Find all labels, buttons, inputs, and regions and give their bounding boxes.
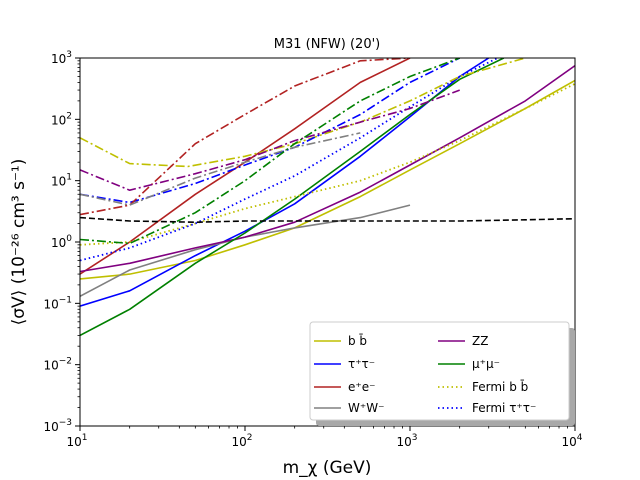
y-tick-base: 10 <box>51 52 66 66</box>
y-tick-label: 101 <box>51 173 72 189</box>
x-tick-label: 103 <box>396 433 417 449</box>
y-tick-label: 10−1 <box>43 295 72 311</box>
x-tick-label: 104 <box>561 433 582 449</box>
series-line-bb <box>80 79 575 280</box>
y-tick-label: 102 <box>51 111 72 127</box>
y-tick-base: 10 <box>43 420 58 434</box>
y-tick-label: 10−3 <box>43 418 72 434</box>
x-tick-exp: 4 <box>577 433 583 443</box>
x-axis-label: m_χ (GeV) <box>283 458 372 478</box>
x-tick-base: 10 <box>231 435 246 449</box>
series-line-ee_dashdot <box>80 58 411 216</box>
legend: b b̄ τ⁺τ⁻ e⁺e⁻ W⁺W⁻ ZZ μ⁺μ⁻ Fermi b b̄ Fermi τ⁺… <box>309 321 575 426</box>
x-tick-label: 101 <box>66 433 87 449</box>
x-tick-exp: 2 <box>247 433 253 443</box>
y-tick-label: 10−2 <box>43 357 72 373</box>
y-tick-exp: −1 <box>59 295 72 305</box>
y-tick-label: 100 <box>51 234 72 250</box>
x-tick-base: 10 <box>396 435 411 449</box>
legend-label-ee: e⁺e⁻ <box>348 380 375 394</box>
y-tick-exp: 0 <box>66 234 72 244</box>
y-tick-base: 10 <box>51 236 66 250</box>
legend-label-mumu: μ⁺μ⁻ <box>472 357 500 371</box>
series-line-mumu_dashdot <box>80 58 460 245</box>
y-axis-label: ⟨σV⟩ (10⁻²⁶ cm³ s⁻¹) <box>9 159 29 326</box>
legend-label-ww: W⁺W⁻ <box>348 401 384 415</box>
x-tick-exp: 1 <box>82 433 88 443</box>
legend-label-tautau: τ⁺τ⁻ <box>348 357 375 371</box>
legend-label-fermi_tautau: Fermi τ⁺τ⁻ <box>472 401 536 415</box>
legend-label-fermi_bb: Fermi b b̄ <box>472 380 528 394</box>
y-tick-exp: −2 <box>59 357 72 367</box>
y-tick-exp: 1 <box>66 173 72 183</box>
series-line-zz <box>80 65 575 273</box>
legend-label-zz: ZZ <box>472 334 488 348</box>
legend-box <box>309 321 570 421</box>
series-line-ww_dashdot <box>80 132 361 206</box>
y-tick-exp: 2 <box>66 111 72 121</box>
series-line-thermal <box>80 216 575 223</box>
series-line-fermi_bb <box>80 82 575 246</box>
y-tick-exp: 3 <box>66 50 72 60</box>
y-tick-base: 10 <box>51 113 66 127</box>
legend-label-bb: b b̄ <box>348 334 367 348</box>
y-tick-base: 10 <box>43 359 58 373</box>
series-layer <box>80 58 575 337</box>
series-line-tautau_dashdot <box>80 58 461 204</box>
series-line-tautau <box>80 58 490 307</box>
x-tick-label: 102 <box>231 433 252 449</box>
chart-title: M31 (NFW) (20') <box>274 37 380 52</box>
y-tick-exp: −3 <box>59 418 72 428</box>
x-tick-exp: 3 <box>412 433 418 443</box>
series-line-mumu <box>80 58 505 337</box>
y-tick-base: 10 <box>51 175 66 189</box>
x-tick-base: 10 <box>66 435 81 449</box>
series-line-zz_dashdot <box>80 89 460 191</box>
y-tick-label: 103 <box>51 50 72 66</box>
y-tick-base: 10 <box>43 297 58 311</box>
x-tick-base: 10 <box>561 435 576 449</box>
